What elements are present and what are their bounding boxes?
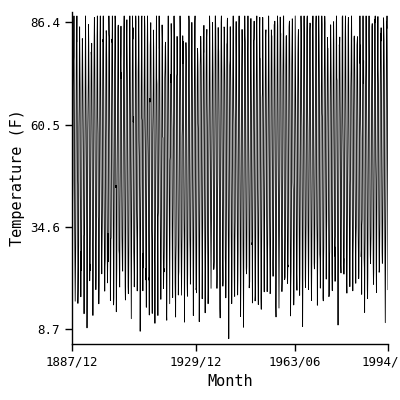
X-axis label: Month: Month [207, 374, 253, 389]
Y-axis label: Temperature (F): Temperature (F) [10, 110, 25, 246]
